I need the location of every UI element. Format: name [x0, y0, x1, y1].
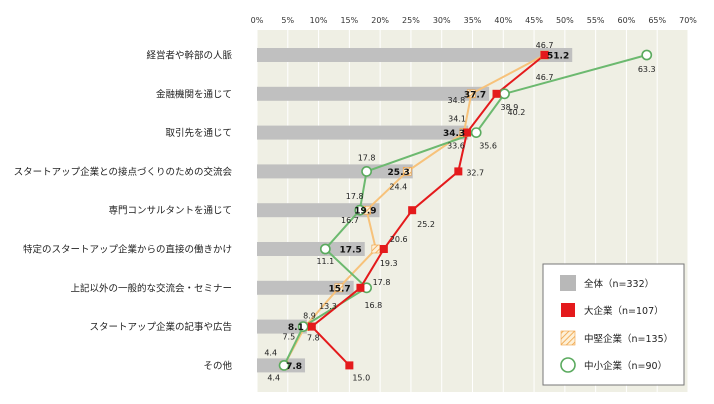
category-label: 上記以外の一般的な交流会・セミナー: [70, 282, 232, 294]
marker-small: [278, 359, 290, 371]
bar: [257, 86, 490, 101]
series-value-label: 15.0: [352, 373, 370, 382]
marker-large: [492, 89, 501, 98]
series-value-label: 63.3: [638, 65, 656, 74]
marker-large: [307, 322, 316, 331]
marker-small: [361, 165, 372, 177]
series-value-label: 20.6: [390, 235, 408, 244]
marker-large: [356, 283, 365, 292]
x-tick-label: 15%: [340, 16, 358, 25]
legend-label: 全体（n=332）: [584, 278, 654, 290]
bar-value-label: 7.8: [286, 362, 302, 372]
legend-key: [561, 303, 575, 317]
bar-value-label: 51.2: [547, 52, 569, 62]
series-value-label: 8.9: [303, 312, 316, 321]
legend-key: [560, 330, 576, 346]
series-value-label: 46.7: [536, 41, 554, 50]
series-value-label: 40.2: [508, 108, 526, 117]
bar-value-label: 8.1: [288, 323, 304, 333]
x-tick-label: 30%: [433, 16, 451, 25]
x-tick-label: 25%: [402, 16, 420, 25]
series-value-label: 13.3: [319, 302, 337, 311]
series-value-label: 38.9: [501, 103, 519, 112]
legend-label: 中堅企業（n=135）: [584, 333, 673, 345]
bar: [257, 319, 307, 334]
series-value-label: 33.6: [447, 142, 465, 151]
x-tick-label: 50%: [556, 16, 574, 25]
series-value-label: 19.3: [380, 259, 398, 268]
series-value-label: 16.8: [364, 301, 382, 310]
category-label: 金融機関を通じて: [156, 88, 232, 100]
category-label: 特定のスタートアップ企業からの直接の働きかけ: [23, 244, 232, 256]
bar: [257, 242, 365, 256]
x-tick-label: 45%: [525, 16, 543, 25]
x-tick-label: 0%: [251, 16, 264, 25]
series-value-label: 4.4: [264, 348, 277, 357]
series-value-label: 46.7: [536, 73, 554, 82]
series-value-label: 17.8: [373, 278, 391, 287]
series-value-label: 16.7: [341, 216, 359, 225]
marker-small: [499, 88, 510, 100]
bar: [257, 203, 380, 218]
series-value-label: 25.2: [417, 220, 435, 229]
series-value-label: 7.5: [282, 333, 295, 342]
marker-large: [345, 361, 354, 370]
marker-small: [470, 127, 482, 138]
category-label: 専門コンサルタントを通じて: [108, 205, 232, 217]
series-value-label: 4.4: [267, 373, 280, 382]
legend-label: 大企業（n=107）: [584, 305, 664, 317]
marker-large: [462, 128, 471, 137]
x-tick-label: 10%: [310, 16, 328, 25]
series-value-label: 35.6: [479, 142, 497, 151]
bar: [257, 125, 469, 140]
marker-large: [540, 51, 549, 59]
x-tick-label: 65%: [648, 16, 666, 25]
marker-small: [297, 321, 309, 332]
marker-small: [641, 49, 653, 61]
x-tick-label: 55%: [587, 16, 605, 25]
marker-mid: [402, 167, 412, 176]
marker-small: [319, 243, 331, 255]
bar-value-label: 17.5: [340, 246, 362, 256]
x-tick-label: 20%: [371, 16, 389, 25]
series-value-label: 7.8: [307, 334, 320, 343]
category-label: スタートアップ企業との接点づくりのための交流会: [14, 166, 233, 178]
series-value-label: 24.4: [389, 182, 407, 191]
series-value-label: 17.8: [346, 192, 364, 201]
series-value-label: 11.1: [316, 257, 334, 266]
x-tick-label: 60%: [618, 16, 636, 25]
marker-mid: [466, 89, 476, 99]
x-tick-label: 35%: [464, 16, 482, 25]
marker-large: [408, 206, 417, 215]
legend-key: [560, 275, 576, 291]
x-tick-label: 70%: [679, 16, 697, 25]
x-tick-label: 40%: [494, 16, 512, 25]
marker-small: [354, 204, 366, 216]
marker-large: [454, 167, 463, 176]
bar-value-label: 25.3: [388, 168, 410, 178]
bar: [257, 280, 354, 295]
series-value-label: 34.1: [448, 115, 466, 124]
legend-key: [560, 357, 576, 373]
category-label: 経営者や幹部の人脈: [146, 50, 232, 62]
category-label: スタートアップ企業の記事や広告: [89, 321, 232, 333]
bar: [257, 48, 573, 62]
marker-large: [379, 245, 388, 253]
marker-mid: [371, 244, 381, 254]
bar-value-label: 19.9: [354, 207, 376, 217]
category-label: その他: [203, 360, 232, 372]
series-value-label: 17.8: [358, 153, 376, 162]
series-value-label: 34.8: [447, 96, 465, 105]
series-value-label: 32.7: [466, 168, 484, 177]
x-tick-label: 5%: [281, 16, 294, 25]
legend-label: 中小企業（n=90）: [584, 360, 667, 372]
bar-value-label: 37.7: [464, 90, 486, 100]
marker-mid: [334, 283, 344, 293]
bar-value-label: 15.7: [328, 284, 350, 294]
bar-value-label: 34.3: [443, 129, 465, 139]
category-label: 取引先を通じて: [165, 127, 232, 139]
